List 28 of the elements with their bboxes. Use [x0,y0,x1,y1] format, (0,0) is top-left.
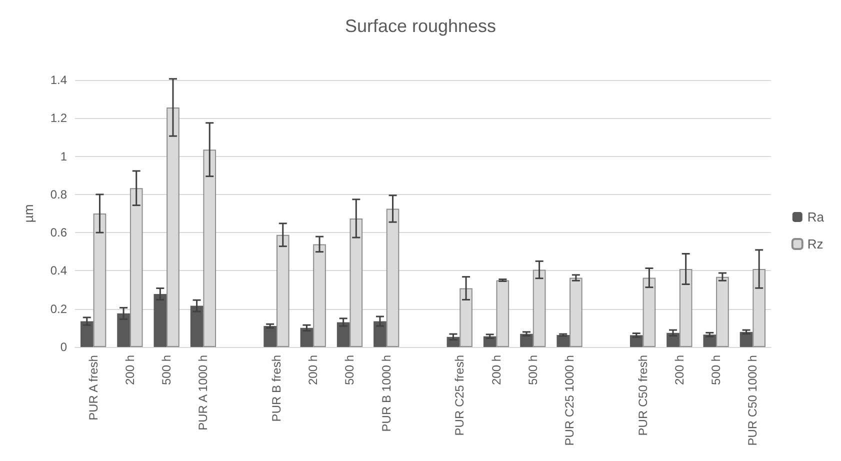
x-tick-label: 500 h [526,355,540,386]
y-tick-label: 1 [60,149,68,164]
legend-label: Rz [807,236,824,252]
y-tick-label: 0.6 [50,226,68,240]
x-tick-label: 500 h [160,355,174,386]
y-tick-label: 0.4 [50,264,68,278]
chart-title: Surface roughness [344,16,496,36]
x-tick-label: PUR C50 1000 h [746,355,760,446]
x-tick-label: 200 h [672,355,686,386]
x-tick-label: PUR A 1000 h [196,355,210,430]
x-tick-label: PUR B 1000 h [379,355,394,432]
y-tick-label: 1.4 [50,73,68,87]
x-tick-label: 200 h [489,355,504,386]
x-tick-label: PUR B fresh [269,355,284,422]
x-tick-label: PUR C25 1000 h [562,355,577,446]
y-tick-label: 0.8 [50,187,68,202]
x-tick-label: PUR A fresh [86,355,100,420]
y-tick-label: 0.2 [50,302,68,316]
x-tick-label: 500 h [342,355,357,386]
x-tick-label: PUR C50 fresh [636,355,650,436]
x-tick-label: 200 h [306,355,320,386]
y-axis-title: µm [21,204,36,223]
x-tick-label: PUR C25 fresh [452,355,467,436]
x-tick-label: 200 h [122,355,137,386]
y-tick-label: 1.2 [50,111,68,126]
legend-label: Ra [807,210,825,224]
y-tick-label: 0 [60,340,68,354]
x-tick-label: 500 h [709,355,724,386]
